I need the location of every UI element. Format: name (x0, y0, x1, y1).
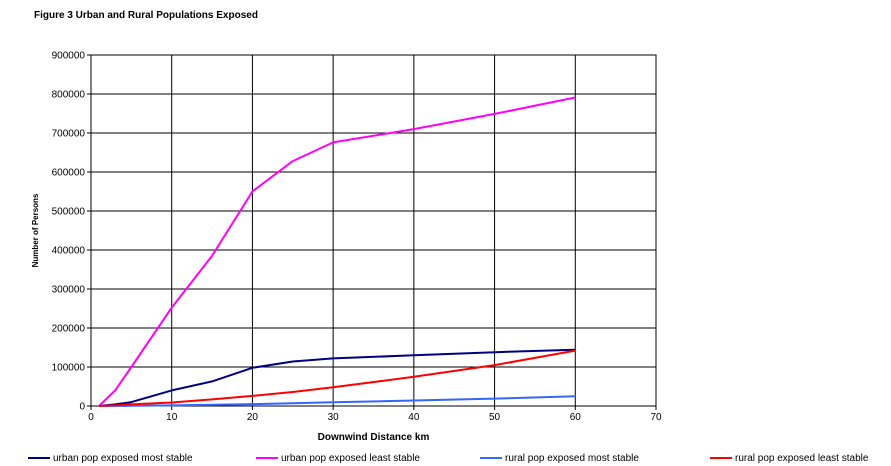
x-tick-label: 40 (408, 412, 420, 423)
y-tick-label: 900000 (52, 51, 86, 62)
y-tick-label: 500000 (52, 207, 86, 218)
y-tick-label: 0 (79, 402, 85, 413)
plot-area (90, 54, 657, 407)
legend-label: urban pop exposed most stable (53, 453, 193, 464)
x-axis-title: Downwind Distance km (318, 432, 430, 443)
y-tick-label: 800000 (52, 90, 86, 101)
y-tick-label: 700000 (52, 129, 86, 140)
legend-label: rural pop exposed most stable (505, 453, 639, 464)
x-tick-label: 60 (570, 412, 582, 423)
y-tick-label: 400000 (52, 246, 86, 257)
legend: urban pop exposed most stable urban pop e… (28, 453, 869, 464)
legend-label: rural pop exposed least stable (735, 453, 869, 464)
x-tick-label: 50 (489, 412, 501, 423)
y-tick-label: 100000 (52, 363, 86, 374)
legend-label: urban pop exposed least stable (281, 453, 420, 464)
tick-labels: 0100000200000300000400000500000600000700… (52, 51, 662, 424)
series-line (99, 348, 576, 407)
y-tick-label: 200000 (52, 324, 86, 335)
series-line (98, 96, 576, 407)
series-line (99, 395, 576, 407)
x-tick-label: 30 (328, 412, 340, 423)
y-axis-title: Number of Persons (31, 193, 40, 267)
series-lines (98, 96, 576, 407)
y-tick-label: 600000 (52, 168, 86, 179)
y-tick-label: 300000 (52, 285, 86, 296)
series-line (99, 349, 576, 407)
x-tick-label: 0 (88, 412, 94, 423)
x-tick-label: 20 (247, 412, 259, 423)
x-tick-label: 70 (650, 412, 662, 423)
chart-title: Figure 3 Urban and Rural Populations Exp… (34, 10, 258, 21)
x-tick-label: 10 (166, 412, 178, 423)
